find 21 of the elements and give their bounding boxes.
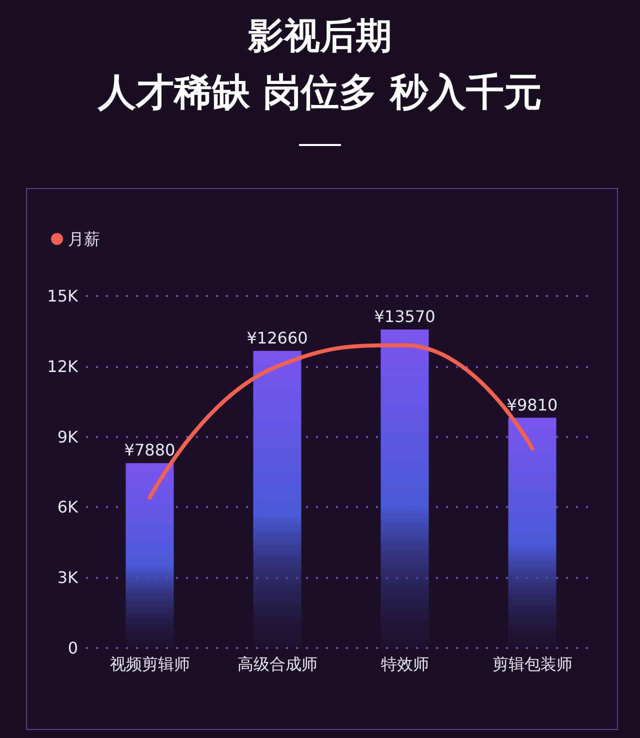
bar (126, 463, 174, 648)
bar (380, 330, 429, 648)
x-tick-label: 特效师 (380, 654, 429, 674)
data-label: ¥7880 (124, 440, 176, 460)
x-tick-label: 视频剪辑师 (110, 654, 190, 674)
data-label: ¥13570 (374, 307, 436, 326)
chart-subtitle: 人才稀缺 岗位多 秒入千元 (96, 69, 544, 116)
data-label: ¥12660 (246, 328, 308, 348)
data-label: ¥9810 (506, 395, 558, 414)
y-tick-label: 6K (57, 498, 79, 517)
y-tick-label: 12K (47, 356, 78, 376)
bar (508, 418, 556, 648)
bar (253, 350, 302, 648)
chart-title: 影视后期 (246, 15, 393, 59)
y-tick-label: 3K (57, 568, 79, 588)
y-tick-label: 15K (47, 286, 78, 306)
y-tick-label: 9K (57, 427, 79, 446)
x-tick-label: 剪辑包装师 (492, 654, 572, 674)
y-tick-label: 0 (68, 638, 78, 658)
legend-label: 月薪 (68, 230, 100, 248)
x-tick-label: 高级合成师 (237, 654, 318, 674)
